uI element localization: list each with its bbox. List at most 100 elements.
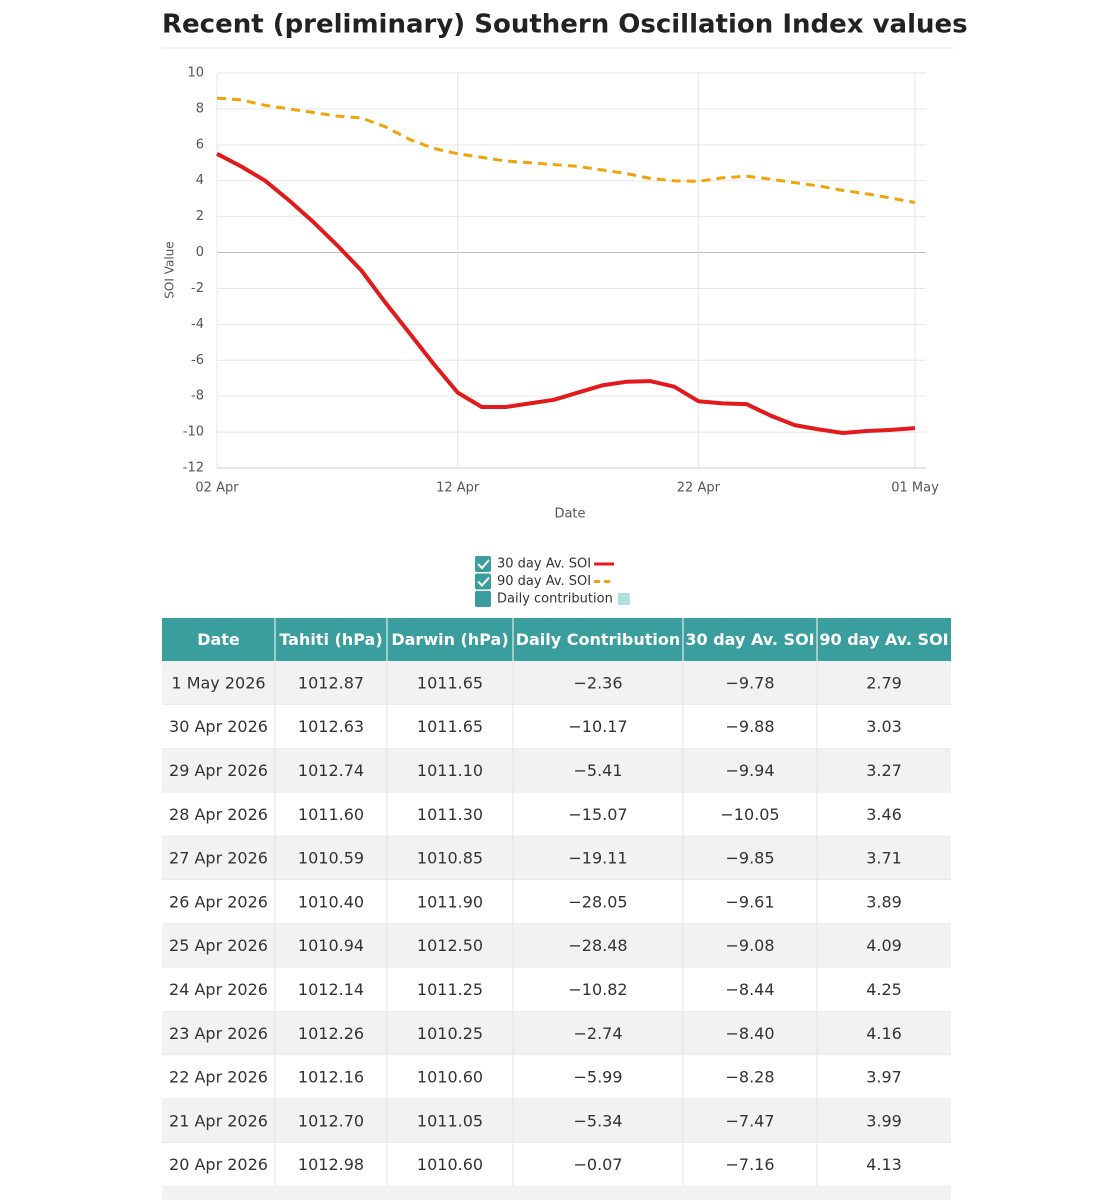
table-cell: −8.28: [725, 1068, 774, 1087]
x-tick-label: 01 May: [891, 481, 939, 496]
table-row-bg: [162, 1011, 951, 1056]
table-cell: 1011.05: [417, 1111, 483, 1130]
table-row-bg: [162, 1142, 951, 1187]
legend-check: [477, 559, 490, 570]
table-cell: 1010.85: [417, 849, 483, 868]
table-cell: 4.16: [866, 1024, 902, 1043]
table-cell: −19.11: [568, 849, 627, 868]
table-cell: 1011.65: [417, 717, 483, 736]
table-cell: 29 Apr 2026: [169, 761, 268, 780]
y-tick-label: 6: [196, 137, 204, 152]
y-axis-label: SOI Value: [163, 241, 177, 298]
legend-label: 90 day Av. SOI: [497, 574, 591, 589]
y-tick-label: 4: [196, 173, 204, 188]
table-cell: 1010.59: [298, 849, 364, 868]
table-cell: −2.36: [573, 673, 622, 692]
table-cell: 3.99: [866, 1111, 902, 1130]
table-cell: 30 Apr 2026: [169, 717, 268, 736]
table-cell: −8.40: [725, 1024, 774, 1043]
table-cell: 1011.30: [417, 805, 483, 824]
table-header-cell: Darwin (hPa): [391, 630, 508, 649]
table-cell: 1010.94: [298, 936, 364, 955]
table-cell: 1012.50: [417, 936, 483, 955]
table-cell: −28.05: [568, 892, 627, 911]
table-row-bg: [162, 704, 951, 749]
legend-checkbox: [475, 556, 491, 572]
table-cell: 1010.60: [417, 1155, 483, 1174]
table-cell: 1011.10: [417, 761, 483, 780]
table-cell: 21 Apr 2026: [169, 1111, 268, 1130]
table-header-cell: 90 day Av. SOI: [819, 630, 948, 649]
table-cell: 28 Apr 2026: [169, 805, 268, 824]
table-cell: −10.82: [568, 980, 627, 999]
table-cell: −9.08: [725, 936, 774, 955]
table-cell: 1012.16: [298, 1068, 364, 1087]
table-row-bg: [162, 748, 951, 793]
table-cell: 23 Apr 2026: [169, 1024, 268, 1043]
table-cell: −9.85: [725, 849, 774, 868]
y-tick-label: 0: [196, 245, 204, 260]
table-cell: 1011.60: [298, 805, 364, 824]
table-header-cell: Tahiti (hPa): [279, 630, 382, 649]
table-cell: 1012.14: [298, 980, 364, 999]
legend-label: Daily contribution: [497, 592, 613, 607]
x-tick-label: 22 Apr: [677, 481, 721, 496]
table-cell: −9.88: [725, 717, 774, 736]
table-cell: −10.05: [720, 805, 779, 824]
legend-check: [477, 576, 490, 587]
table-row-bg: [162, 967, 951, 1012]
table-cell: −7.16: [725, 1155, 774, 1174]
table-cell: 1012.26: [298, 1024, 364, 1043]
y-tick-label: 2: [196, 209, 204, 224]
series-line: [216, 96, 916, 204]
table-cell: 1010.60: [417, 1068, 483, 1087]
y-tick-label: -10: [183, 425, 204, 440]
table-cell: 27 Apr 2026: [169, 849, 268, 868]
y-tick-label: -12: [183, 461, 204, 476]
table-cell: 3.46: [866, 805, 902, 824]
table-cell: 26 Apr 2026: [169, 892, 268, 911]
table-cell: 1 May 2026: [171, 673, 265, 692]
table-row-bg: [162, 1055, 951, 1099]
table-cell: −15.07: [568, 805, 627, 824]
table-cell: 1011.25: [417, 980, 483, 999]
table-cell: 3.71: [866, 849, 902, 868]
table-cell: −9.94: [725, 761, 774, 780]
x-axis-label: Date: [554, 507, 585, 522]
table-cell: 22 Apr 2026: [169, 1068, 268, 1087]
table-cell: 1012.70: [298, 1111, 364, 1130]
legend-checkbox: [475, 573, 491, 590]
table-cell: −10.17: [568, 717, 627, 736]
table-cell: 2.79: [866, 673, 902, 692]
table-cell: −2.74: [573, 1024, 622, 1043]
legend-label: 30 day Av. SOI: [497, 557, 591, 572]
table-row-bg: [162, 836, 951, 880]
table-cell: −5.41: [573, 761, 622, 780]
table-header-cell: Date: [197, 630, 240, 649]
table-header-cell: 30 day Av. SOI: [685, 630, 814, 649]
table-cell: −8.44: [725, 980, 774, 999]
table-cell: 3.89: [866, 892, 902, 911]
table-cell: −28.48: [568, 936, 627, 955]
table-cell: 1011.65: [417, 673, 483, 692]
legend-checkbox: [475, 591, 491, 607]
page-title: Recent (preliminary) Southern Oscillatio…: [162, 10, 968, 40]
table-cell: 1012.98: [298, 1155, 364, 1174]
x-tick-label: 12 Apr: [436, 481, 480, 496]
table-row-bg: [162, 880, 951, 924]
table-cell: 1010.25: [417, 1024, 483, 1043]
table-cell: −7.47: [725, 1111, 774, 1130]
table-cell: −0.07: [573, 1155, 622, 1174]
y-tick-label: 8: [196, 101, 204, 116]
table-cell: 3.03: [866, 717, 902, 736]
table-cell: 1012.63: [298, 717, 364, 736]
y-tick-label: -6: [191, 353, 204, 368]
table-row-bg: [162, 792, 951, 837]
table-row-bg: [162, 923, 951, 968]
x-tick-label: 02 Apr: [195, 481, 239, 496]
y-tick-label: -8: [191, 389, 204, 404]
table-cell: 1010.40: [298, 892, 364, 911]
y-tick-label: -2: [191, 281, 204, 296]
